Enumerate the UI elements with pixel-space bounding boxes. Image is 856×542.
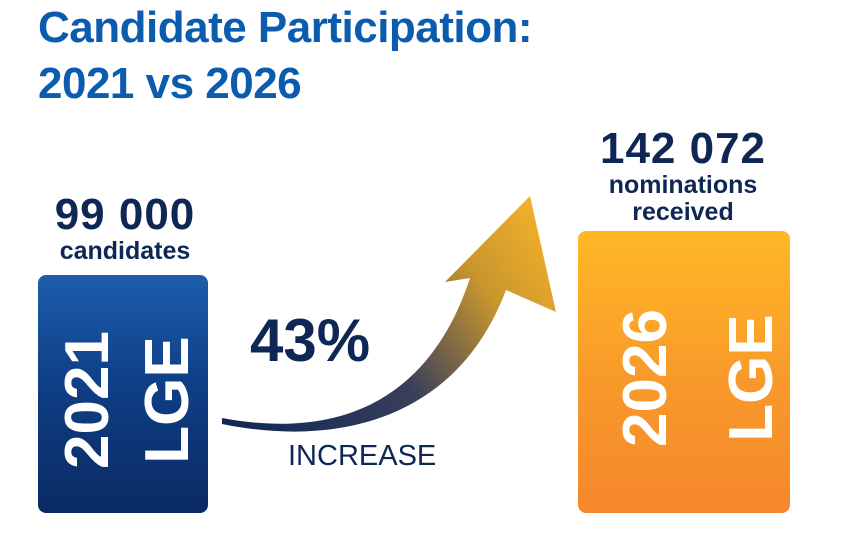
label-2026-line-2: received — [632, 198, 734, 226]
bar-2026: 2026 LGE — [578, 231, 790, 513]
increase-percent: 43% — [250, 307, 371, 374]
title-line-1: Candidate Participation: — [38, 3, 533, 52]
value-2021: 99 000 — [54, 190, 196, 239]
bar-2021: 2021 LGE — [38, 275, 208, 513]
label-2026-line-1: nominations — [608, 171, 758, 199]
page-title: Candidate Participation: 2021 vs 2026 — [38, 0, 533, 112]
label-2021: candidates — [59, 237, 191, 265]
stat-2026: 142 072 nominations received — [572, 126, 794, 226]
growth-arrow-shape — [222, 196, 556, 432]
value-2026: 142 072 — [599, 124, 767, 173]
title-line-2: 2021 vs 2026 — [38, 59, 302, 108]
increase-label: INCREASE — [288, 440, 437, 472]
stat-2021: 99 000 candidates — [30, 192, 220, 265]
